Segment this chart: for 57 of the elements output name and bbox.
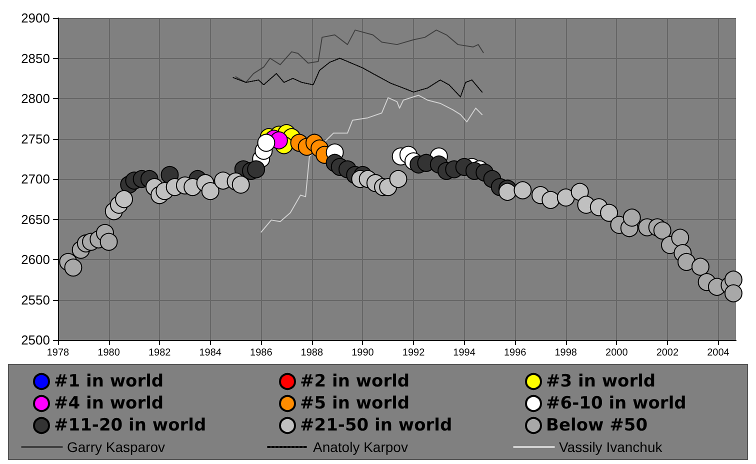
- legend-label: #21-50 in world: [300, 416, 452, 436]
- legend-label: Vassily Ivanchuk: [559, 439, 664, 455]
- legend-label: #6-10 in world: [546, 394, 686, 414]
- x-tick-label: 1998: [554, 348, 578, 358]
- legend-label: #11-20 in world: [54, 416, 206, 436]
- x-tick-label: 1982: [148, 348, 172, 358]
- x-tick-label: 2002: [656, 348, 679, 358]
- y-tick-label: 2850: [21, 50, 50, 66]
- point: [232, 176, 250, 194]
- point: [115, 190, 134, 208]
- line-series: [235, 30, 484, 83]
- y-tick-label: 2750: [21, 131, 50, 146]
- y-tick-label: 2700: [21, 172, 50, 186]
- x-tick-label: 1994: [453, 348, 476, 358]
- x-tick-label: 1984: [199, 348, 222, 358]
- point: [600, 204, 618, 222]
- x-tick-label: 2000: [606, 348, 628, 358]
- point: [64, 258, 82, 277]
- x-tick-label: 1980: [98, 348, 120, 358]
- point: [691, 258, 710, 276]
- y-tick-label: 2600: [21, 252, 50, 267]
- legend-label: Anatoly Karpov: [313, 439, 408, 455]
- legend-label: #2 in world: [300, 372, 410, 392]
- point: [201, 182, 220, 200]
- line-series: [232, 58, 483, 98]
- point: [678, 252, 696, 271]
- point: [556, 188, 575, 207]
- point: [100, 232, 118, 251]
- point: [671, 228, 690, 247]
- y-tick-label: 2500: [21, 332, 50, 348]
- legend-label: #1 in world: [54, 372, 164, 392]
- y-tick-label: 2650: [21, 212, 50, 227]
- x-tick-label: 1996: [504, 348, 527, 358]
- point: [653, 222, 672, 240]
- point: [542, 190, 560, 209]
- legend-label: #4 in world: [54, 394, 164, 414]
- point: [724, 284, 742, 302]
- point: [514, 181, 532, 200]
- x-tick-label: 2004: [707, 348, 730, 358]
- y-tick-label: 2550: [21, 292, 50, 308]
- y-tick-label: 2800: [21, 91, 50, 106]
- x-tick-label: 1988: [300, 348, 324, 358]
- legend-label: #3 in world: [546, 372, 656, 392]
- x-tick-label: 1992: [402, 348, 426, 358]
- point: [622, 208, 641, 227]
- legend-label: #5 in world: [300, 394, 410, 414]
- legend-label: Garry Kasparov: [67, 439, 166, 455]
- point: [247, 160, 266, 178]
- legend-label: Below #50: [546, 416, 648, 436]
- x-tick-label: 1978: [46, 348, 70, 358]
- point: [389, 170, 408, 188]
- x-tick-label: 1986: [250, 348, 273, 358]
- point: [498, 182, 516, 201]
- point: [257, 134, 276, 152]
- x-tick-label: 1990: [352, 348, 374, 358]
- line-series: [260, 94, 483, 233]
- y-tick-label: 2900: [21, 10, 50, 26]
